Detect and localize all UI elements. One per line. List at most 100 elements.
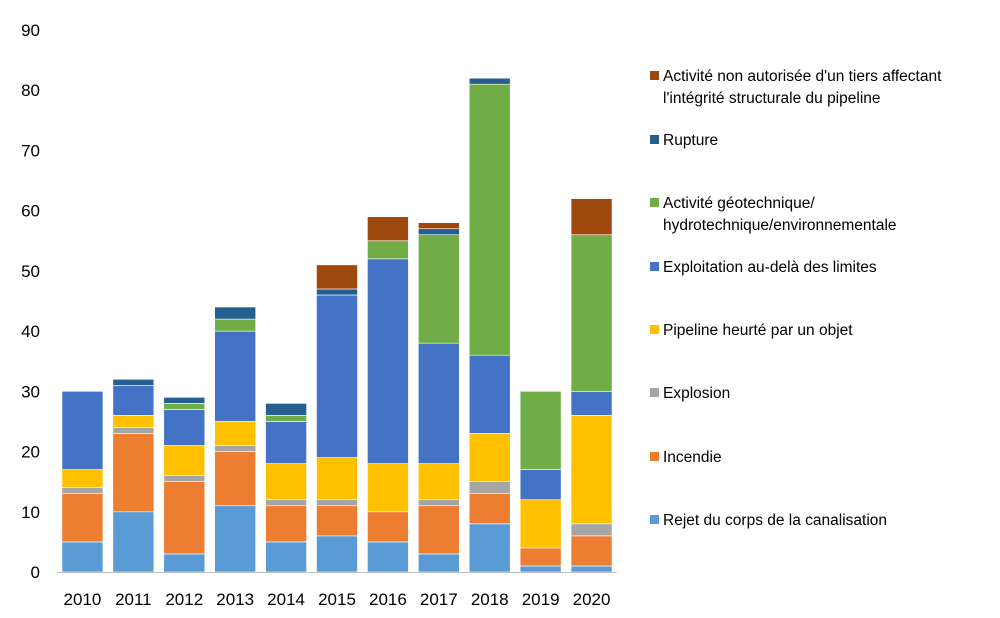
bar-segment (468, 354, 511, 434)
bar-segment (61, 541, 104, 573)
x-tick-label: 2019 (522, 590, 560, 609)
bar-segment (112, 385, 155, 416)
bar-segment (112, 427, 155, 434)
bar-stack-2019 (519, 391, 562, 573)
bar-segment (214, 330, 256, 422)
bar-segment (468, 523, 511, 573)
bar-segment (367, 511, 409, 543)
bar-stack-2014 (265, 403, 307, 573)
bar-segment (214, 421, 256, 446)
legend-item: Explosion (650, 385, 730, 402)
bar-segment (519, 391, 562, 470)
bar-segment (316, 499, 358, 507)
y-tick-label: 60 (21, 202, 40, 221)
x-tick-label: 2014 (267, 590, 305, 609)
legend-item: Incendie (650, 449, 722, 466)
bar-segment (163, 403, 206, 410)
legend-label: Rejet du corps de la canalisation (663, 512, 887, 529)
bar-segment (418, 228, 460, 236)
bar-segment (367, 216, 409, 242)
x-axis-labels: 2010 2011 2012 2013 2014 2015 2016 2017 2018 2019… (64, 590, 611, 609)
bar-segment (367, 463, 409, 513)
y-tick-label: 80 (21, 81, 40, 100)
bar-segment (367, 541, 409, 573)
bar-segment (570, 415, 613, 525)
legend-swatch (650, 135, 659, 144)
bar-stack-2011 (112, 378, 155, 573)
bar-segment (163, 481, 206, 555)
bar-stack-2020 (570, 198, 613, 573)
bar-stack-2013 (214, 306, 256, 573)
bar-segment (519, 547, 562, 567)
legend-item: Rupture (650, 132, 718, 149)
bar-segment (519, 469, 562, 501)
bar-segment (468, 83, 511, 356)
bar-stack-2012 (163, 397, 206, 573)
legend-swatch (650, 388, 659, 397)
bar-stack-2010 (61, 391, 104, 573)
bar-segment (163, 397, 206, 404)
bar-segment (418, 505, 460, 555)
bar-segment (163, 553, 206, 573)
x-tick-label: 2011 (115, 590, 152, 609)
bar-segment (418, 222, 460, 230)
bar-segment (214, 306, 256, 320)
bar-segment (112, 433, 155, 513)
y-tick-label: 20 (21, 443, 40, 462)
bar-segment (570, 535, 613, 567)
legend-swatch (650, 515, 659, 524)
bar-segment (316, 288, 358, 296)
bar-segment (265, 463, 307, 501)
legend-label: Activité géotechnique/hydrotechnique/env… (663, 195, 897, 234)
bar-segment (519, 499, 562, 549)
x-tick-label: 2016 (369, 590, 407, 609)
bar-stack-2015 (316, 264, 358, 573)
bar-segment (112, 415, 155, 428)
y-tick-label: 50 (21, 262, 40, 281)
bar-segment (367, 258, 409, 464)
bar-segment (418, 463, 460, 501)
y-tick-label: 70 (21, 141, 40, 160)
bar-segment (570, 234, 613, 392)
legend-item: Exploitation au-delà des limites (650, 259, 877, 276)
bar-segment (468, 77, 511, 85)
bar-segment (265, 505, 307, 543)
legend-label: Explosion (663, 385, 730, 402)
bar-segment (418, 499, 460, 507)
bar-segment (163, 409, 206, 446)
y-tick-label: 40 (21, 322, 40, 341)
bar-segment (570, 565, 613, 573)
legend-swatch (650, 452, 659, 461)
bar-segment (112, 511, 155, 573)
legend-item: Activité géotechnique/hydrotechnique/env… (650, 195, 897, 234)
bar-segment (468, 493, 511, 525)
y-tick-label: 90 (21, 21, 40, 40)
bar-segment (418, 234, 460, 344)
legend-label: Exploitation au-delà des limites (663, 259, 877, 276)
bar-segment (214, 505, 256, 573)
y-tick-label: 0 (31, 563, 40, 582)
x-tick-label: 2012 (165, 590, 203, 609)
bar-segment (112, 378, 155, 386)
bar-segment (316, 505, 358, 537)
bar-segment (265, 541, 307, 573)
legend-item: Rejet du corps de la canalisation (650, 512, 887, 529)
bar-segment (61, 391, 104, 470)
bar-segment (570, 523, 613, 537)
bar-segment (61, 487, 104, 495)
legend: Activité non autorisée d'un tiers affect… (650, 68, 942, 529)
bar-stack-2016 (367, 216, 409, 573)
bar-segment (214, 451, 256, 507)
bar-segment (265, 421, 307, 464)
x-tick-label: 2013 (216, 590, 254, 609)
bar-segment (316, 294, 358, 458)
bar-stacks (61, 77, 613, 573)
legend-label: Incendie (663, 449, 722, 466)
legend-swatch (650, 325, 659, 334)
bar-segment (468, 481, 511, 495)
bar-segment (214, 318, 256, 332)
y-tick-label: 10 (21, 503, 40, 522)
bar-segment (418, 553, 460, 573)
y-tick-label: 30 (21, 382, 40, 401)
bar-segment (265, 499, 307, 507)
